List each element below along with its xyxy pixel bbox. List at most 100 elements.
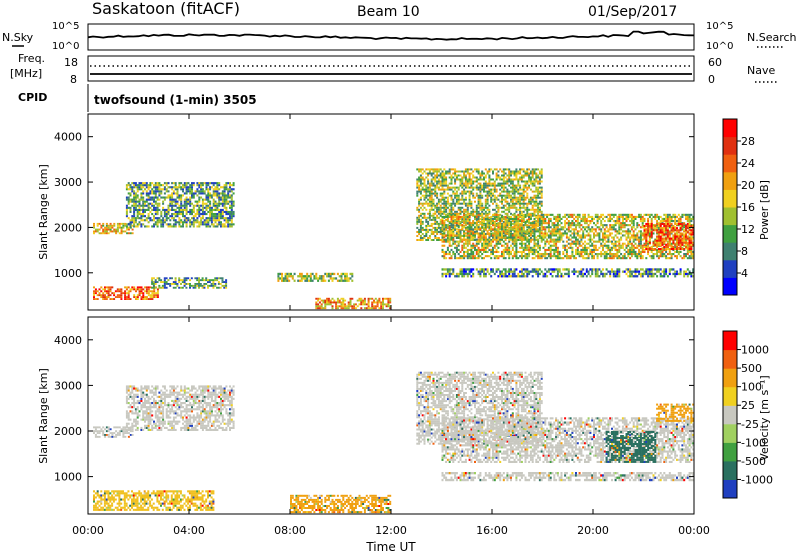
echo-cell [515, 172, 518, 175]
echo-cell [286, 277, 289, 280]
echo-cell [428, 188, 431, 191]
echo-cell [443, 174, 446, 177]
echo-cell [488, 239, 491, 241]
echo-cell [522, 226, 525, 229]
echo-cell [443, 257, 446, 260]
echo-cell [645, 213, 648, 216]
echo-cell [454, 222, 457, 225]
echo-cell [432, 192, 435, 195]
echo-cell [481, 172, 484, 175]
echo-cell [304, 277, 307, 280]
echo-cell [499, 168, 502, 171]
echo-cell [142, 208, 145, 211]
echo-cell [515, 253, 518, 256]
echo-cell [472, 239, 475, 241]
echo-cell [425, 231, 428, 233]
echo-cell [533, 222, 536, 225]
echo-cell [427, 180, 430, 183]
echo-cell [483, 224, 485, 227]
echo-cell [153, 215, 155, 218]
echo-cell [475, 208, 478, 211]
echo-cell [140, 204, 143, 207]
echo-cell [145, 225, 148, 228]
echo-cell [104, 290, 106, 293]
echo-cell [630, 215, 633, 218]
echo-cell [441, 248, 444, 251]
echo-cell [229, 213, 231, 216]
echo-cell [474, 222, 476, 225]
echo-cell [506, 206, 509, 209]
echo-cell [506, 168, 509, 171]
echo-cell [468, 214, 471, 217]
echo-cell [591, 250, 594, 253]
echo-cell [474, 217, 476, 220]
echo-cell [318, 307, 321, 310]
echo-cell [311, 279, 314, 282]
echo-cell [522, 246, 525, 249]
echo-cell [547, 253, 550, 256]
echo-cell [203, 198, 206, 201]
echo-cell [535, 230, 538, 233]
echo-cell [533, 168, 536, 171]
echo-cell [454, 204, 457, 207]
echo-cell [594, 234, 597, 237]
echo-cell [154, 194, 157, 197]
echo-cell [160, 286, 163, 289]
echo-cell [611, 217, 613, 220]
echo-cell [571, 224, 574, 227]
echo-cell [551, 222, 554, 225]
echo-cell [585, 234, 588, 237]
echo-cell [149, 298, 152, 300]
echo-cell [432, 233, 435, 235]
echo-cell [522, 250, 525, 253]
echo-cell [526, 204, 529, 207]
echo-cell [418, 233, 421, 235]
echo-cell [367, 299, 370, 302]
echo-cell [133, 221, 136, 224]
echo-cell [513, 236, 516, 239]
echo-cell [502, 190, 505, 193]
echo-cell [475, 214, 478, 217]
echo-cell [620, 228, 623, 231]
echo-cell [551, 240, 554, 243]
echo-cell [544, 213, 547, 216]
echo-cell [547, 255, 550, 258]
echo-cell [535, 239, 538, 241]
echo-cell [475, 253, 478, 256]
echo-cell [198, 283, 200, 285]
echo-cell [504, 182, 507, 185]
echo-cell [657, 257, 660, 260]
echo-cell [490, 240, 493, 243]
echo-cell [538, 210, 541, 213]
echo-cell [493, 216, 496, 219]
echo-cell [609, 253, 612, 256]
echo-cell [158, 279, 161, 282]
echo-cell [544, 232, 547, 235]
echo-cell [201, 217, 204, 220]
echo-cell [481, 202, 484, 205]
echo-cell [443, 210, 446, 213]
echo-cell [634, 228, 637, 231]
echo-cell [477, 186, 480, 189]
echo-cell [618, 230, 621, 233]
echo-cell [382, 297, 384, 300]
echo-cell [227, 200, 230, 203]
echo-cell [639, 220, 642, 223]
echo-cell [153, 200, 155, 203]
echo-cell [611, 242, 613, 245]
echo-cell [499, 228, 502, 231]
echo-cell [136, 286, 139, 289]
echo-cell [153, 225, 155, 228]
echo-cell [616, 230, 619, 233]
echo-cell [459, 224, 462, 227]
echo-cell [612, 228, 615, 231]
echo-cell [475, 168, 478, 171]
echo-cell [194, 221, 197, 224]
echo-cell [598, 226, 601, 229]
echo-cell [432, 170, 435, 173]
echo-cell [466, 232, 469, 235]
echo-cell [636, 215, 639, 218]
echo-cell [421, 226, 424, 229]
echo-cell [596, 215, 599, 218]
echo-cell [151, 213, 154, 216]
